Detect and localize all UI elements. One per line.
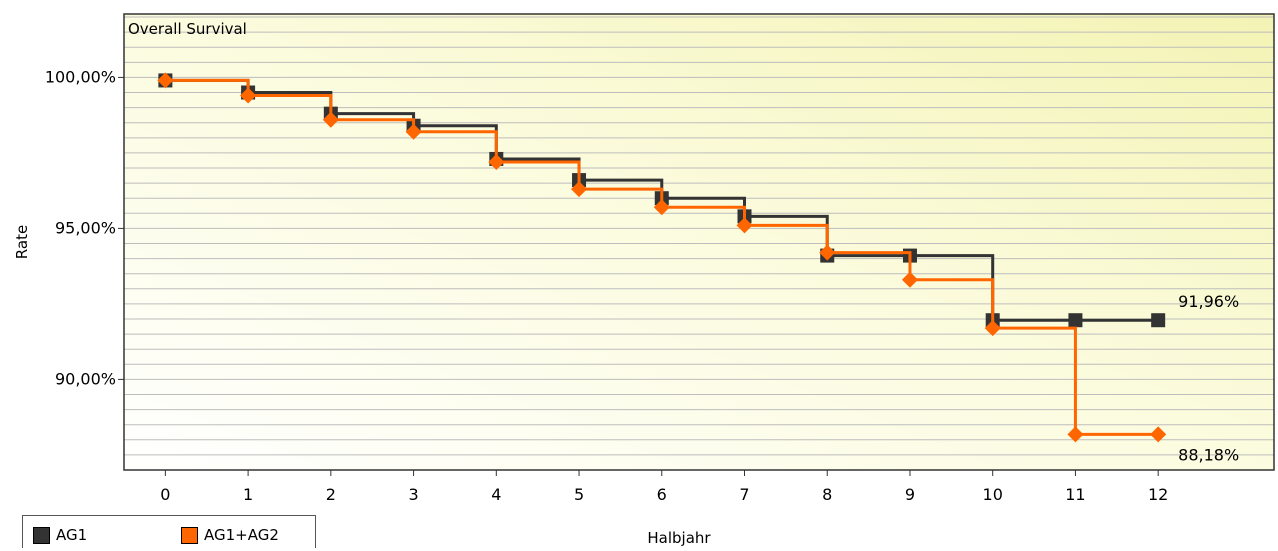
x-tick-label: 6 (657, 485, 667, 504)
x-tick-label: 7 (739, 485, 749, 504)
data-point (157, 72, 174, 89)
plot-frame (123, 13, 1275, 471)
data-point (653, 199, 670, 216)
end-value-label: 88,18% (1178, 445, 1239, 464)
y-tick-label: 90,00% (55, 369, 116, 388)
x-tick-label: 4 (491, 485, 501, 504)
x-tick-label: 11 (1065, 485, 1085, 504)
data-point (1151, 313, 1166, 328)
data-point (571, 181, 588, 198)
data-point (322, 111, 339, 128)
y-tick-label: 95,00% (55, 218, 116, 237)
data-point (736, 217, 753, 234)
data-point (240, 87, 257, 104)
x-tick-label: 9 (905, 485, 915, 504)
legend: AG1 AG1+AG2 (22, 515, 316, 548)
chart-title: Overall Survival (128, 20, 247, 38)
x-axis-label: Halbjahr (647, 529, 711, 547)
legend-label-ag1: AG1 (56, 526, 88, 544)
legend-swatch-ag1-ag2 (181, 526, 198, 544)
end-value-label: 91,96% (1178, 292, 1239, 311)
data-point (488, 153, 505, 170)
data-point (405, 123, 422, 140)
legend-swatch-ag1 (33, 526, 50, 544)
legend-item-ag1-ag2: AG1+AG2 (181, 526, 279, 544)
data-point (1068, 313, 1083, 328)
x-tick-label: 5 (574, 485, 584, 504)
x-tick-label: 3 (408, 485, 418, 504)
legend-item-ag1: AG1 (33, 526, 87, 544)
data-point (819, 244, 836, 261)
x-tick-label: 8 (822, 485, 832, 504)
x-tick-label: 10 (983, 485, 1003, 504)
data-point (1067, 426, 1084, 443)
x-tick-label: 0 (160, 485, 170, 504)
data-point (901, 271, 918, 288)
x-tick-label: 2 (326, 485, 336, 504)
x-tick-label: 1 (243, 485, 253, 504)
legend-label-ag1-ag2: AG1+AG2 (204, 526, 279, 544)
data-point (1150, 426, 1167, 443)
x-tick-label: 12 (1148, 485, 1168, 504)
plot-background (124, 14, 1274, 470)
data-point (984, 320, 1001, 337)
y-tick-label: 100,00% (45, 67, 116, 86)
y-axis-label: Rate (13, 225, 31, 259)
